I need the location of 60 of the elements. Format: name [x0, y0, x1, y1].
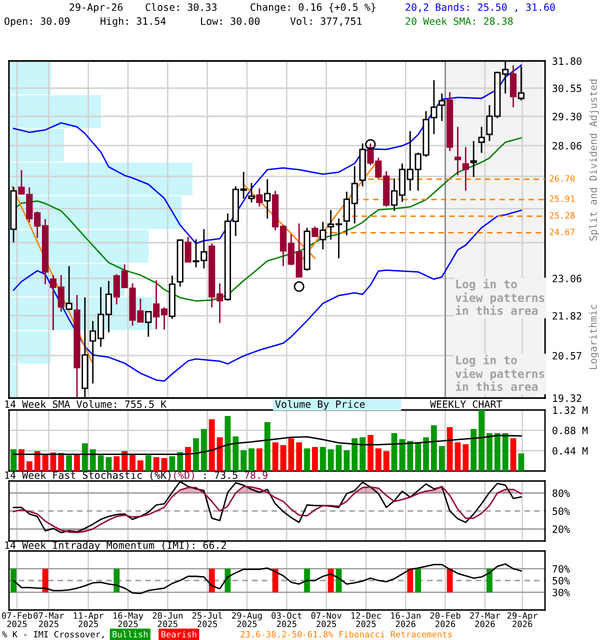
text: High: 31.54	[100, 17, 166, 27]
text: Volume By Price	[275, 400, 365, 410]
x-tick-label: 16-Jan 2026	[391, 612, 420, 628]
x-tick-label: 07-Feb 2025	[2, 612, 32, 628]
legend-title: % K - IMI Crossover,	[2, 631, 104, 639]
annotation: Log in to view patterns in this area	[455, 278, 544, 315]
text: Vol: 377,751	[290, 17, 362, 26]
y-tick-label: 50%	[552, 507, 570, 515]
text: Bullish	[112, 630, 148, 638]
text: Bearish	[161, 630, 196, 638]
text: : 73.5	[204, 471, 238, 479]
text: Close: 30.33	[146, 3, 216, 11]
x-tick-label: 07-Mar 2025	[34, 612, 64, 628]
y-tick-label: 20%	[552, 525, 570, 533]
x-tick-label: 07-Nov 2025	[311, 612, 342, 628]
y-tick-label: 0.88 M	[552, 426, 588, 434]
x-tick-label: 11-Apr 2025	[74, 612, 104, 628]
y-tick-label: 0.44 M	[552, 447, 588, 455]
text: 20 Week SMA: 28.38	[406, 17, 513, 25]
annotation: Log in to view patterns in this area	[455, 354, 544, 391]
y-tick-label: 29.30	[552, 112, 582, 120]
text: 23.6-38.2-50-61.8% Fibonacci Retracements	[240, 630, 452, 638]
text: Low: 30.00	[201, 17, 260, 25]
x-tick-label: 16-May 2025	[113, 612, 144, 628]
x-tick-label: 20-Jun 2025	[152, 612, 182, 628]
text: WEEKLY CHART	[430, 400, 502, 408]
y-tick-label: 30%	[552, 588, 570, 596]
y-tick-label: 31.80	[552, 57, 582, 65]
text: Change: 0.16 {+0.5 %}	[250, 3, 376, 13]
x-tick-label: 25-Jul 2025	[192, 612, 222, 628]
x-tick-label: 29-Aug 2025	[232, 612, 262, 628]
y-axis-title: Split and Dividend Adjusted	[589, 80, 599, 241]
text: Open: 30.09	[4, 17, 70, 27]
data-label: 25.91	[550, 196, 575, 202]
text: Logarithmic	[589, 304, 599, 370]
x-tick-label: 29-Apr 2026	[507, 612, 538, 628]
y-tick-label: 28.06	[552, 142, 582, 150]
text: 20,2 Bands: 25.50 , 31.60	[406, 3, 555, 12]
y-tick-label: 23.06	[552, 274, 582, 282]
y-tick-label: 70%	[552, 565, 570, 573]
y-tick-label: 80%	[552, 489, 570, 497]
x-tick-label: 20-Feb 2026	[430, 612, 460, 628]
x-tick-label: 03-Oct 2025	[272, 612, 302, 628]
series-label: (%D)	[174, 471, 194, 480]
y-tick-label: 20.57	[552, 352, 582, 360]
chart-title: 14 Week SMA Volume: 755.5 K	[5, 400, 167, 408]
x-tick-label: 27-Mar 2026	[470, 612, 500, 628]
y-tick-label: 50%	[552, 576, 570, 584]
chart-title: 14 Week Fast Stochastic (%K)	[5, 471, 170, 480]
chart-title: 14 Week Intraday Momentum (IMI): 66.2	[5, 541, 226, 551]
x-tick-label: 12-Dec 2025	[351, 612, 381, 628]
y-tick-label: 1.32 M	[553, 406, 588, 414]
data-label: 24.67	[550, 228, 574, 236]
data-label: 26.70	[550, 175, 575, 182]
y-tick-label: 21.82	[552, 312, 582, 320]
text: 78.9	[244, 471, 268, 479]
y-tick-label: 19.32	[553, 394, 582, 402]
text: 29-Apr-26	[70, 3, 123, 13]
data-label: 25.28	[550, 212, 575, 219]
y-tick-label: 30.55	[552, 84, 582, 92]
